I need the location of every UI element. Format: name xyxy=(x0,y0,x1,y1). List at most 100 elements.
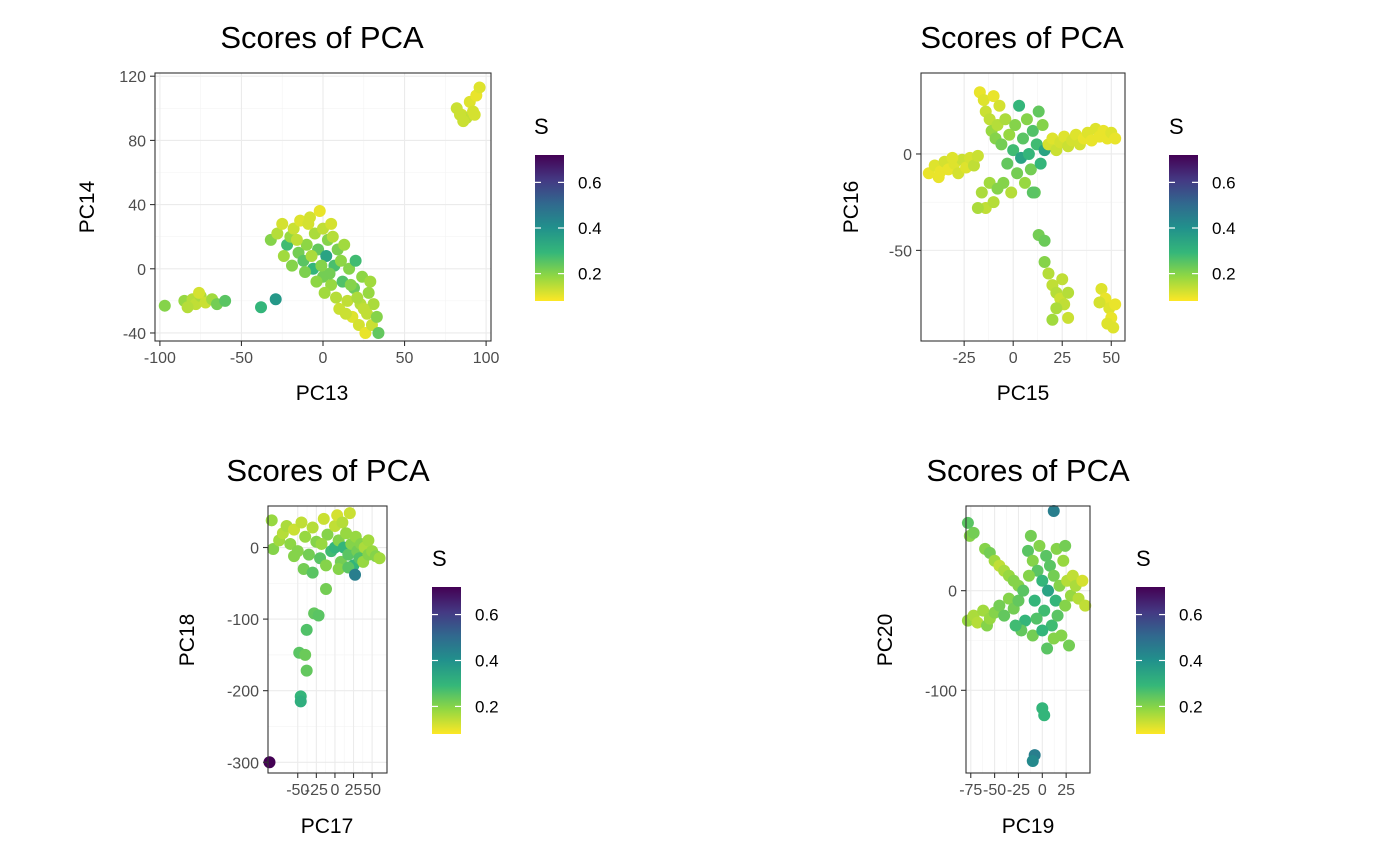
legend-tick-label: 0.2 xyxy=(475,697,499,716)
data-point xyxy=(370,310,383,323)
data-point xyxy=(330,291,343,304)
y-axis-label: PC18 xyxy=(176,614,199,667)
data-point xyxy=(1040,549,1053,562)
data-point xyxy=(271,227,284,240)
data-point xyxy=(326,230,339,243)
legend-title: S xyxy=(534,114,549,139)
data-point xyxy=(1056,273,1069,286)
data-point xyxy=(1093,296,1106,309)
data-point xyxy=(967,159,980,172)
x-tick-label: 50 xyxy=(1102,350,1120,367)
data-point xyxy=(277,249,290,262)
data-point xyxy=(263,756,276,769)
data-point xyxy=(1059,599,1072,612)
data-point xyxy=(1079,599,1092,612)
data-point xyxy=(290,233,303,246)
data-point xyxy=(343,262,356,275)
data-points xyxy=(263,507,386,769)
data-point xyxy=(932,171,945,184)
data-point xyxy=(265,514,278,527)
data-point xyxy=(999,113,1012,126)
legend-title: S xyxy=(432,546,447,571)
data-point xyxy=(323,267,336,280)
data-point xyxy=(1005,186,1018,199)
data-point xyxy=(1020,113,1033,126)
data-points xyxy=(158,81,486,339)
x-tick-label: -75 xyxy=(959,782,982,799)
data-point xyxy=(299,648,312,661)
legend-tick-label: 0.6 xyxy=(578,173,602,192)
y-axis-ticks: -40 0 40 80 120 xyxy=(119,69,155,343)
data-point xyxy=(269,293,282,306)
chart-title: Scores of PCA xyxy=(226,453,430,488)
data-point xyxy=(1019,614,1032,627)
legend-tick-label: 0.2 xyxy=(578,265,602,284)
data-point xyxy=(320,583,333,596)
data-point xyxy=(1042,584,1055,597)
data-point xyxy=(344,278,357,291)
y-axis-ticks: -300 -200 -100 0 xyxy=(227,541,268,772)
x-tick-label: -25 xyxy=(305,782,328,799)
legend-tick-label: 0.4 xyxy=(578,219,602,238)
data-point xyxy=(295,516,308,529)
colorbar-legend: S 0.2 0.4 0.6 xyxy=(1136,546,1203,734)
data-point xyxy=(276,217,289,230)
data-point xyxy=(315,537,328,550)
x-tick-label: -50 xyxy=(983,782,1006,799)
data-point xyxy=(351,291,364,304)
data-point xyxy=(1009,119,1022,132)
colorbar-legend: S 0.2 0.4 0.6 xyxy=(1169,114,1236,301)
x-tick-label: 50 xyxy=(396,350,414,367)
x-tick-label: 50 xyxy=(363,782,381,799)
data-point xyxy=(1022,147,1035,160)
x-tick-label: -50 xyxy=(286,782,309,799)
data-point xyxy=(286,259,299,272)
data-point xyxy=(967,526,980,539)
data-point xyxy=(946,151,959,164)
data-point xyxy=(995,138,1008,151)
data-point xyxy=(321,528,334,541)
data-point xyxy=(1109,132,1122,145)
data-point xyxy=(987,90,1000,103)
data-point xyxy=(310,275,323,288)
x-tick-label: 25 xyxy=(1057,782,1075,799)
plot-frame xyxy=(920,72,1126,342)
data-point xyxy=(1057,554,1070,567)
data-point xyxy=(373,552,386,565)
data-points xyxy=(922,86,1122,334)
data-point xyxy=(1101,317,1114,330)
data-point xyxy=(1066,569,1079,582)
data-point xyxy=(193,286,206,299)
x-axis-label: PC13 xyxy=(296,382,349,405)
x-tick-label: 0 xyxy=(330,782,339,799)
data-point xyxy=(318,286,331,299)
data-point xyxy=(1109,298,1122,311)
data-point xyxy=(255,301,268,314)
data-point xyxy=(993,99,1006,112)
data-point xyxy=(1059,539,1072,552)
data-point xyxy=(299,265,312,278)
legend-ticks: 0.2 0.4 0.6 xyxy=(1136,606,1203,716)
data-point xyxy=(1026,755,1039,768)
x-axis-label: PC19 xyxy=(1002,815,1055,838)
y-axis-ticks: -50 0 xyxy=(889,147,921,260)
data-point xyxy=(1051,609,1064,622)
x-axis-ticks: -75 -50 -25 0 25 xyxy=(959,773,1075,799)
data-point xyxy=(961,516,974,529)
data-point xyxy=(1003,128,1016,141)
data-point xyxy=(1034,157,1047,170)
data-point xyxy=(1038,604,1051,617)
x-axis-ticks: -25 0 25 50 xyxy=(953,341,1120,367)
data-points xyxy=(961,504,1092,768)
data-point xyxy=(349,254,362,267)
data-point xyxy=(1049,594,1062,607)
legend-title: S xyxy=(1136,546,1151,571)
x-tick-label: -100 xyxy=(144,350,176,367)
data-point xyxy=(317,512,330,525)
data-point xyxy=(1011,167,1024,180)
y-axis-label: PC16 xyxy=(840,181,863,234)
legend-tick-label: 0.6 xyxy=(1179,606,1203,625)
data-point xyxy=(1046,313,1059,326)
legend-ticks: 0.2 0.4 0.6 xyxy=(1169,173,1236,284)
